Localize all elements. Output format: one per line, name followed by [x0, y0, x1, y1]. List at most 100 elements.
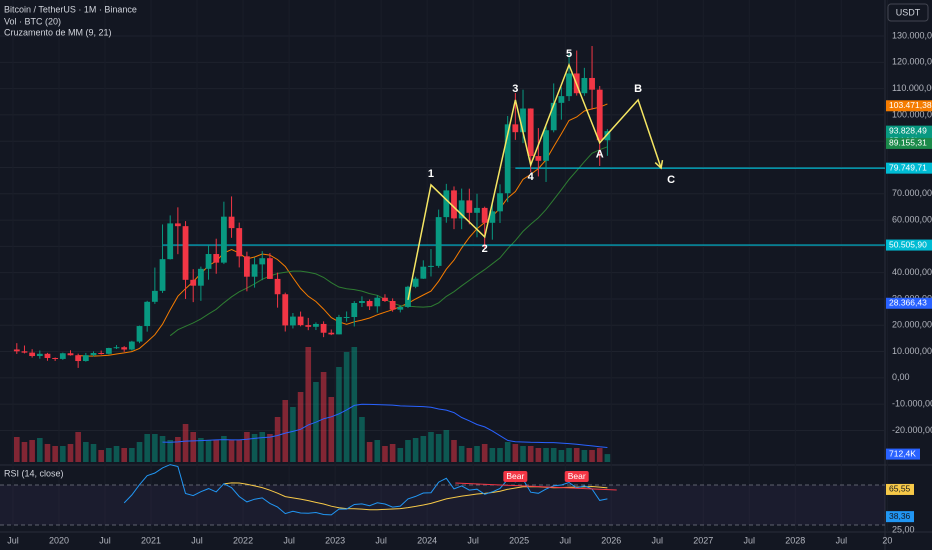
x-tick-label: 2026 [601, 535, 621, 545]
wave-arrow [654, 160, 664, 170]
candle-body [451, 190, 457, 219]
candle-body [121, 347, 128, 350]
volume-bar [113, 446, 120, 462]
volume-bar [290, 407, 296, 462]
x-tick-label: Jul [836, 535, 848, 545]
volume-bar [351, 347, 358, 462]
volume-bar [44, 444, 51, 462]
price-label-box [886, 137, 932, 149]
volume-ma [162, 403, 608, 448]
volume-bar [144, 434, 150, 462]
x-tick-label: Jul [744, 535, 756, 545]
moving-average [169, 146, 608, 337]
x-tick-label: 2021 [141, 535, 161, 545]
x-tick-label: 2025 [509, 535, 529, 545]
candle-body [558, 96, 565, 103]
candle-body [589, 77, 595, 90]
candle-body [504, 124, 511, 194]
ma-title: Cruzamento de MM (9, 21) [4, 27, 112, 37]
volume-bar [428, 432, 434, 462]
x-tick-label: Jul [467, 535, 479, 545]
volume-bar [558, 450, 565, 462]
candle-body [474, 207, 480, 213]
wave-label: C [667, 174, 675, 186]
volume-bar [566, 448, 572, 462]
candle-body [75, 355, 82, 362]
candle-body [428, 265, 434, 267]
volume-bar [343, 352, 350, 462]
candle-body [535, 156, 542, 161]
candle-body [320, 323, 327, 333]
volume-bar [336, 367, 342, 462]
wave-label: 4 [528, 171, 535, 183]
candle-body [550, 102, 557, 131]
volume-bar [451, 440, 457, 462]
wave-path [407, 62, 662, 301]
volume-bar [259, 432, 266, 462]
candle-body [512, 124, 519, 133]
volume-bar [328, 397, 335, 462]
volume-bar [527, 446, 534, 462]
currency-label[interactable]: USDT [896, 7, 921, 17]
candle-body [412, 278, 419, 287]
y-tick-label: -10.000,00 [892, 399, 932, 409]
x-tick-label: 2020 [49, 535, 69, 545]
candle-body [113, 347, 120, 349]
volume-bar [14, 437, 20, 462]
volume-bar [21, 442, 28, 462]
candle-body [366, 300, 373, 307]
volume-bar [136, 442, 143, 462]
volume-bar [405, 440, 411, 462]
volume-bar [213, 440, 220, 462]
volume-bar [581, 450, 588, 462]
wave-label: 5 [566, 48, 572, 60]
x-tick-label: Jul [191, 535, 203, 545]
candle-body [44, 353, 51, 359]
candle-body [458, 200, 465, 219]
candle-body [136, 326, 143, 342]
x-tick-label: 2022 [233, 535, 253, 545]
volume-bar [420, 436, 427, 462]
volume-bar [60, 446, 66, 462]
volume-bar [228, 440, 235, 462]
divergence-box [503, 471, 528, 482]
volume-bar [152, 434, 158, 462]
x-tick-label: 2028 [785, 535, 805, 545]
y-tick-label: 10.000,00 [892, 346, 932, 356]
y-tick-label: 100.000,00 [892, 109, 932, 119]
candle-body [389, 300, 396, 310]
candle-body [213, 254, 220, 263]
rsi-pane: Bear Bear [0, 464, 885, 526]
volume-bar [535, 448, 542, 462]
candle-body [159, 259, 166, 291]
volume-bar [190, 432, 197, 462]
y-tick-label: 70.000,00 [892, 188, 932, 198]
volume-bar [167, 440, 173, 462]
currency-button[interactable] [887, 3, 929, 22]
volume-bar [29, 440, 35, 462]
candle-body [236, 228, 243, 257]
candle-body [604, 131, 611, 141]
volume-bar [205, 440, 212, 462]
candle-body [29, 352, 36, 357]
volume-bar [543, 448, 549, 462]
volume-bar [412, 438, 419, 462]
candle-body [481, 207, 488, 223]
candle-body [128, 341, 135, 350]
candle-body [596, 89, 603, 141]
candle-body [267, 258, 273, 279]
volume-bar [389, 444, 396, 462]
x-tick-label: Jul [375, 535, 387, 545]
y-tick-label: 110.000,00 [892, 83, 932, 93]
volume-bar [98, 450, 104, 462]
volume-bar [435, 434, 442, 462]
candle-body [274, 278, 281, 295]
volume-bar [320, 372, 327, 462]
moving-average [78, 103, 608, 357]
candle-body [581, 77, 588, 94]
y-tick-label: 60.000,00 [892, 214, 932, 224]
volume-bar [489, 448, 496, 462]
volume-bar [504, 442, 511, 462]
candle-body [305, 325, 312, 327]
rsi-value-label: 65,55 [889, 484, 911, 494]
